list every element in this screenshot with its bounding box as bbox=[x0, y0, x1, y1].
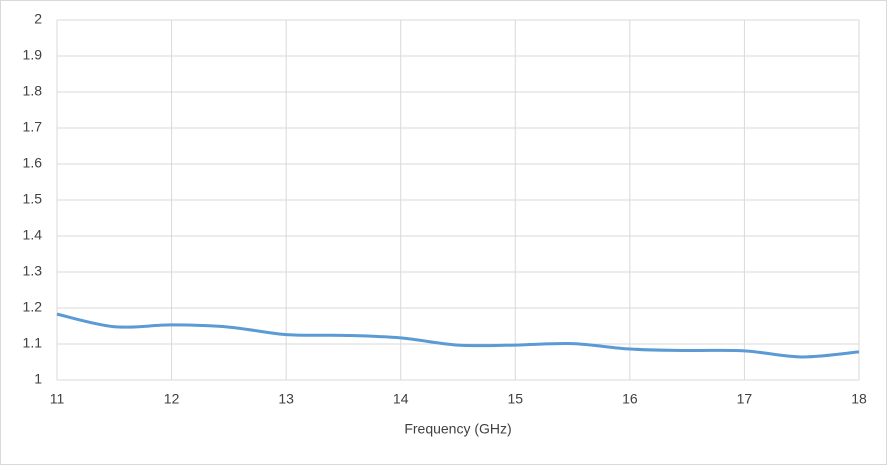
y-tick-label: 1.6 bbox=[23, 155, 43, 171]
y-tick-label: 1.5 bbox=[23, 191, 43, 207]
x-tick-label: 18 bbox=[851, 391, 867, 407]
y-tick-label: 2 bbox=[34, 11, 42, 27]
y-tick-label: 1 bbox=[34, 371, 42, 387]
y-tick-label: 1.1 bbox=[23, 335, 43, 351]
x-tick-label: 15 bbox=[507, 391, 523, 407]
x-tick-label: 16 bbox=[622, 391, 638, 407]
x-tick-label: 17 bbox=[737, 391, 753, 407]
x-axis-label: Frequency (GHz) bbox=[404, 421, 511, 437]
y-tick-label: 1.9 bbox=[23, 47, 43, 63]
y-tick-label: 1.2 bbox=[23, 299, 43, 315]
x-tick-label: 12 bbox=[164, 391, 180, 407]
y-tick-label: 1.3 bbox=[23, 263, 43, 279]
y-tick-label: 1.7 bbox=[23, 119, 43, 135]
x-tick-label: 14 bbox=[393, 391, 409, 407]
data-line bbox=[56, 312, 860, 359]
x-tick-label: 11 bbox=[50, 391, 65, 407]
y-tick-label: 1.4 bbox=[23, 227, 43, 243]
y-tick-label: 1.8 bbox=[23, 83, 43, 99]
x-tick-label: 13 bbox=[278, 391, 294, 407]
